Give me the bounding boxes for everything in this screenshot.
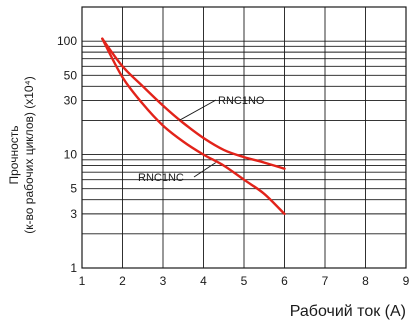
x-tick-label: 3	[160, 274, 167, 288]
series-line-rnc1nc	[101, 37, 286, 216]
y-axis-title-line-2: (к-во рабочих циклов) (x10⁴)	[22, 76, 36, 233]
y-tick-labels: 1 3 5 10 30 50 100	[57, 34, 77, 275]
y-tick-label: 5	[70, 182, 77, 196]
x-tick-label: 5	[241, 274, 248, 288]
x-tick-label: 6	[281, 274, 288, 288]
series-lines	[101, 37, 286, 216]
series-label-rnc1no: RNC1NO	[218, 95, 265, 107]
series-label-rnc1nc: RNC1NC	[138, 172, 184, 184]
y-tick-label: 3	[70, 207, 77, 221]
x-tick-labels: 1 2 3 4 5 6 7 8 9	[79, 274, 410, 288]
x-tick-label: 4	[200, 274, 207, 288]
x-tick-label: 1	[79, 274, 86, 288]
series-label-leader	[178, 99, 217, 121]
x-tick-label: 8	[362, 274, 369, 288]
y-tick-label: 10	[64, 148, 78, 162]
x-axis-title: Рабочий ток (A)	[290, 303, 406, 320]
series-line-rnc1no	[101, 37, 286, 170]
gridlines	[82, 7, 406, 268]
x-tick-label: 9	[403, 274, 410, 288]
series-labels: RNC1NO RNC1NC	[138, 95, 265, 184]
y-tick-label: 100	[57, 34, 77, 48]
y-tick-label: 30	[64, 93, 78, 107]
y-tick-label: 50	[64, 68, 78, 82]
x-tick-label: 2	[119, 274, 126, 288]
series-label-leader	[193, 162, 216, 178]
y-tick-label: 1	[70, 261, 77, 275]
plot-frame	[81, 6, 407, 269]
x-tick-label: 7	[322, 274, 329, 288]
y-axis-title-line-1: Прочность	[7, 125, 21, 184]
